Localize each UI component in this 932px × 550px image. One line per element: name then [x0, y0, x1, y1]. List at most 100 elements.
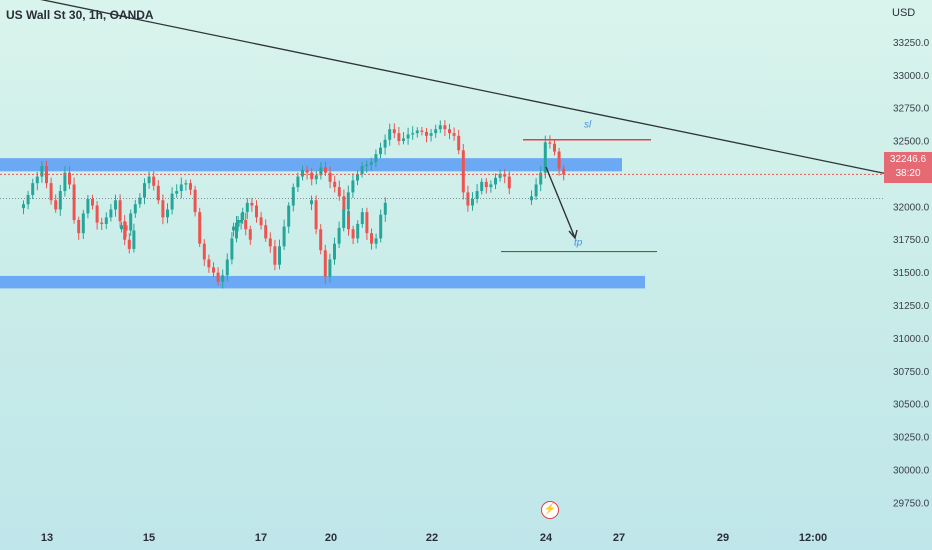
candles-layer: [22, 120, 566, 289]
y-tick-label: 30750.0: [893, 367, 930, 378]
candle-body: [562, 168, 566, 175]
candle-body: [138, 197, 142, 205]
candle-body: [383, 139, 387, 148]
candle-body: [351, 229, 355, 239]
candle-body: [342, 209, 346, 228]
candle-body: [54, 200, 58, 210]
candle-body: [248, 229, 252, 240]
candle-body: [498, 173, 502, 178]
candle-body: [207, 259, 211, 268]
candle-body: [319, 167, 323, 176]
y-tick-label: 33250.0: [893, 38, 930, 49]
candle-body: [143, 183, 146, 198]
candle-body: [406, 134, 410, 139]
candle-body: [212, 267, 215, 273]
candle-body: [282, 226, 286, 247]
candle-body: [324, 167, 327, 173]
candle-body: [133, 204, 137, 214]
candle-body: [370, 233, 373, 244]
support-zone: [0, 275, 645, 289]
candle-body: [356, 223, 360, 239]
candle-body: [356, 173, 359, 181]
candle-body: [152, 176, 156, 186]
candle-body: [374, 238, 378, 244]
candle-body: [503, 173, 507, 177]
candle-body: [369, 162, 373, 165]
candle-body: [484, 181, 488, 188]
candle-body: [109, 209, 113, 218]
candle-body: [360, 166, 364, 174]
candle-body: [259, 217, 263, 226]
y-tick-label: 31250.0: [893, 301, 930, 312]
candle-body: [31, 183, 35, 195]
candle-body: [77, 220, 81, 234]
candle-body: [328, 259, 332, 277]
candle-body: [127, 239, 131, 249]
candle-body: [118, 200, 122, 222]
x-tick-label: 12:00: [799, 532, 827, 544]
x-tick-label: 24: [540, 532, 553, 544]
y-tick-label: 30250.0: [893, 433, 930, 444]
candle-body: [124, 225, 128, 231]
candle-body: [68, 172, 71, 185]
y-tick-label: 30500.0: [893, 400, 930, 411]
candle-body: [296, 176, 300, 188]
candle-body: [557, 151, 561, 169]
candle-body: [35, 176, 39, 184]
candle-body: [305, 170, 309, 173]
candle-body: [507, 176, 511, 189]
candle-body: [383, 202, 387, 215]
lightning-icon[interactable]: ⚡: [541, 501, 559, 519]
candle-body: [189, 183, 192, 190]
candle-body: [91, 198, 94, 206]
candle-body: [63, 172, 67, 192]
drawings-layer: sl tp: [0, 0, 885, 253]
candle-body: [170, 193, 174, 210]
candle-body: [319, 229, 323, 251]
y-tick-label: 30000.0: [893, 466, 930, 477]
candle-body: [244, 220, 248, 230]
resistance-zone: [0, 158, 622, 172]
candle-body: [86, 198, 90, 214]
currency-label: USD: [892, 7, 916, 19]
y-tick-label: 31000.0: [893, 334, 930, 345]
candle-body: [26, 195, 30, 205]
candle-body: [415, 130, 419, 134]
candle-body: [365, 212, 369, 234]
candle-body: [166, 209, 169, 218]
candle-body: [264, 225, 268, 239]
x-tick-label: 13: [41, 532, 53, 544]
x-tick-label: 22: [426, 532, 438, 544]
candle-body: [58, 191, 62, 210]
candle-body: [365, 164, 369, 167]
candle-body: [216, 272, 220, 282]
candle-body: [534, 184, 538, 197]
y-tick-label: 31750.0: [893, 235, 930, 246]
projection-arrow: [545, 166, 576, 239]
candle-body: [457, 135, 461, 151]
candle-body: [273, 246, 277, 265]
trend-line: [40, 0, 885, 174]
candle-body: [241, 212, 245, 220]
candle-body: [388, 129, 392, 140]
candle-body: [438, 125, 442, 130]
candle-body: [429, 133, 433, 136]
candle-body: [100, 222, 104, 224]
candle-body: [236, 220, 240, 227]
candle-body: [95, 205, 99, 223]
candle-body: [235, 222, 238, 239]
candle-body: [22, 204, 25, 209]
candle-body: [104, 217, 108, 224]
candle-body: [346, 192, 350, 210]
candle-body: [232, 226, 235, 231]
candle-body: [287, 205, 291, 227]
candle-body: [411, 133, 415, 135]
candle-body: [161, 200, 165, 218]
candle-body: [333, 181, 337, 188]
candle-body: [402, 138, 405, 142]
candle-body: [120, 225, 123, 230]
candle-body: [494, 177, 497, 185]
candle-body: [461, 150, 465, 193]
